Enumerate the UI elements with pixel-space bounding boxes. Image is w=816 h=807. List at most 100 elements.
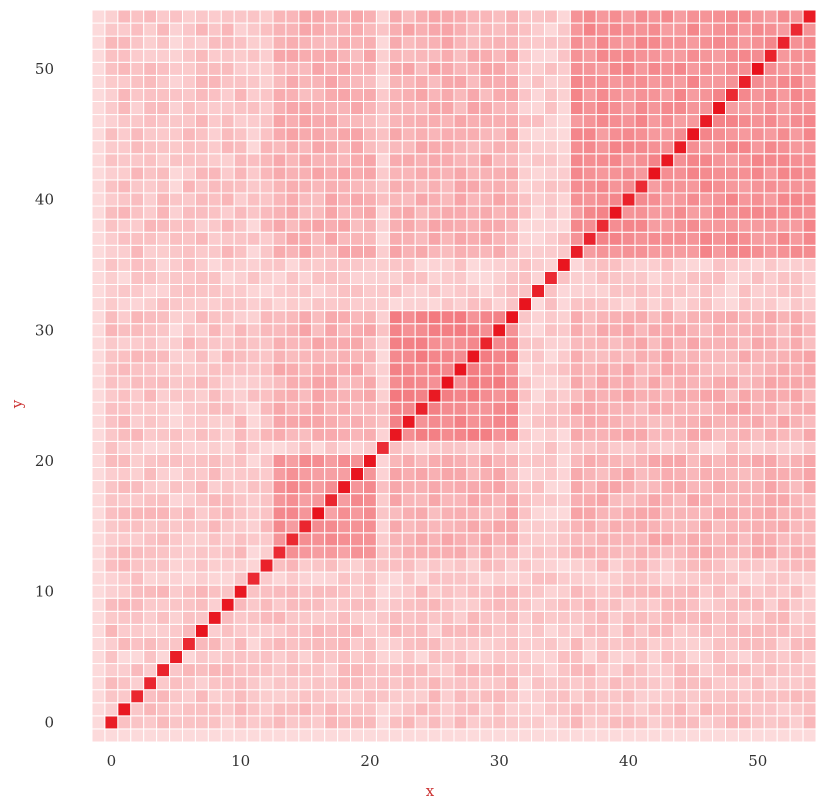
- heatmap-cell: [621, 297, 636, 312]
- heatmap-cell: [130, 153, 145, 168]
- heatmap-cell: [660, 87, 675, 103]
- heatmap-cell: [156, 375, 171, 390]
- heatmap-cell: [156, 362, 171, 377]
- heatmap-cell: [401, 323, 416, 338]
- heatmap-cell: [91, 270, 106, 285]
- heatmap-cell: [505, 114, 520, 129]
- heatmap-cell: [194, 663, 209, 678]
- heatmap-cell: [401, 114, 416, 129]
- heatmap-cell: [259, 74, 274, 89]
- heatmap-cell: [324, 532, 339, 547]
- heatmap-cell: [595, 114, 610, 129]
- heatmap-cell: [699, 636, 714, 652]
- heatmap-cell: [440, 166, 455, 181]
- heatmap-cell: [363, 597, 377, 612]
- heatmap-cell: [531, 61, 545, 76]
- heatmap-cell: [673, 440, 688, 455]
- heatmap-cell: [207, 22, 222, 37]
- heatmap-cell: [182, 375, 196, 390]
- heatmap-cell: [233, 715, 248, 730]
- heatmap-cell: [647, 519, 662, 534]
- heatmap-cell: [660, 153, 675, 168]
- heatmap-cell: [298, 440, 313, 455]
- heatmap-cell: [427, 519, 442, 534]
- heatmap-cell: [608, 153, 623, 168]
- heatmap-cell: [194, 623, 209, 638]
- heatmap-cell: [194, 480, 209, 495]
- heatmap-cell: [324, 127, 339, 142]
- heatmap-cell: [737, 584, 752, 599]
- heatmap-cell: [143, 506, 158, 521]
- heatmap-cell: [673, 597, 688, 612]
- heatmap-cell: [143, 35, 158, 50]
- heatmap-cell: [505, 9, 520, 24]
- heatmap-cell: [169, 597, 183, 612]
- heatmap-cell: [194, 87, 209, 103]
- y-tick-label: 40: [35, 191, 54, 209]
- heatmap-cell: [621, 440, 636, 455]
- heatmap-cell: [207, 388, 222, 403]
- heatmap-cell: [427, 257, 442, 272]
- heatmap-cell: [182, 427, 196, 442]
- heatmap-cell: [194, 22, 209, 37]
- heatmap-cell: [647, 218, 662, 233]
- heatmap-cell: [272, 453, 287, 468]
- heatmap-cell: [104, 257, 119, 272]
- heatmap-cell: [194, 506, 209, 521]
- heatmap-cell: [246, 689, 261, 704]
- heatmap-cell: [634, 101, 649, 116]
- heatmap-cell: [750, 401, 765, 416]
- heatmap-cell: [363, 545, 377, 560]
- heatmap-cell: [686, 453, 701, 468]
- heatmap-cell: [91, 545, 106, 560]
- heatmap-cell: [324, 231, 339, 246]
- heatmap-cell: [363, 244, 377, 259]
- heatmap-cell: [401, 571, 416, 586]
- heatmap-cell: [207, 48, 222, 63]
- heatmap-cell: [259, 153, 274, 168]
- heatmap-cell: [414, 140, 429, 155]
- heatmap-cell: [117, 519, 132, 534]
- heatmap-cell: [479, 101, 494, 116]
- heatmap-cell: [544, 663, 558, 678]
- heatmap-cell: [621, 310, 636, 325]
- heatmap-cell: [207, 545, 222, 560]
- heatmap-cell: [401, 401, 416, 416]
- heatmap-cell: [776, 270, 791, 285]
- heatmap-cell: [324, 414, 339, 429]
- heatmap-cell: [699, 532, 714, 547]
- heatmap-cell: [130, 715, 145, 730]
- heatmap-cell: [802, 715, 816, 730]
- heatmap-cell: [259, 506, 274, 521]
- heatmap-cell: [544, 650, 558, 665]
- heatmap-cell: [789, 22, 804, 37]
- heatmap-cell: [789, 467, 804, 482]
- heatmap-cell: [634, 153, 649, 168]
- heatmap-cell: [117, 257, 132, 272]
- heatmap-cell: [634, 467, 649, 482]
- heatmap-cell: [621, 715, 636, 730]
- heatmap-cell: [544, 558, 558, 573]
- heatmap-cell: [311, 349, 326, 364]
- heatmap-cell: [401, 414, 416, 429]
- heatmap-cell: [621, 244, 636, 259]
- heatmap-cell: [479, 244, 494, 259]
- heatmap-cell: [776, 571, 791, 586]
- heatmap-cell: [699, 558, 714, 573]
- heatmap-cell: [647, 192, 662, 207]
- heatmap-cell: [388, 61, 403, 76]
- heatmap-cell: [169, 244, 183, 259]
- heatmap-cell: [634, 453, 649, 468]
- heatmap-cell: [531, 676, 545, 691]
- heatmap-cell: [414, 127, 429, 142]
- heatmap-cell: [117, 453, 132, 468]
- heatmap-cell: [246, 153, 261, 168]
- heatmap-cell: [375, 349, 390, 364]
- heatmap-cell: [337, 336, 352, 351]
- heatmap-cell: [233, 728, 248, 743]
- heatmap-cell: [388, 166, 403, 181]
- heatmap-cell: [569, 9, 584, 24]
- heatmap-cell: [388, 87, 403, 103]
- heatmap-cell: [272, 323, 287, 338]
- heatmap-cell: [531, 48, 545, 63]
